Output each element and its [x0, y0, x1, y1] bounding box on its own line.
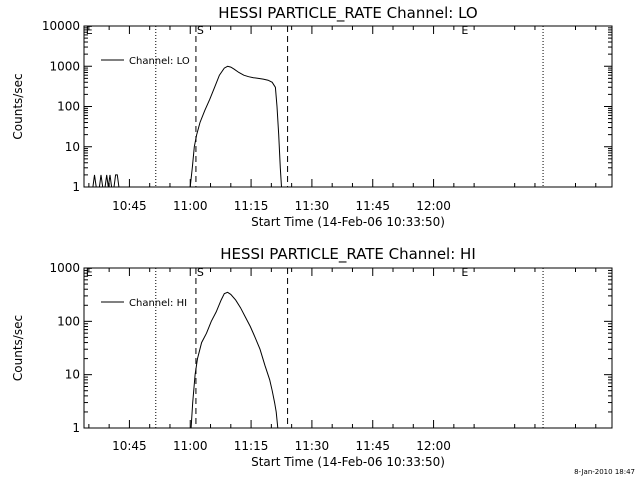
x-tick-label: 11:45 [355, 199, 390, 213]
y-tick-label: 1 [72, 421, 80, 435]
y-tick-label: 10 [65, 368, 80, 382]
chart-title: HESSI PARTICLE_RATE Channel: LO [218, 4, 477, 23]
y-axis-label: Counts/sec [11, 73, 25, 139]
y-tick-label: 100 [57, 314, 80, 328]
panel-hi: HESSI PARTICLE_RATE Channel: HI 1 10 100 100… [11, 245, 613, 469]
x-tick-label: 12:00 [416, 199, 451, 213]
event-marker-label: E [461, 266, 468, 279]
plot-frame [83, 267, 613, 429]
x-tick-label: 11:15 [234, 199, 269, 213]
x-tick-label: 10:45 [112, 439, 147, 453]
y-tick-label: 1000 [49, 261, 80, 275]
series-line [92, 65, 282, 188]
legend-label: Channel: HI [129, 298, 187, 309]
chart-title: HESSI PARTICLE_RATE Channel: HI [220, 245, 476, 264]
x-tick-label: 11:45 [355, 439, 390, 453]
x-tick-label: 10:45 [112, 199, 147, 213]
x-axis-label: Start Time (14-Feb-06 10:33:50) [251, 455, 445, 469]
y-tick-label: 10000 [42, 19, 80, 33]
legend-label: Channel: LO [129, 56, 190, 67]
series-line [190, 291, 279, 429]
y-tick-label: 1 [72, 180, 80, 194]
y-axis-label: Counts/sec [11, 315, 25, 381]
x-tick-label: 12:00 [416, 439, 451, 453]
event-marker-label: S [197, 266, 204, 279]
event-marker-label: E [461, 24, 468, 37]
x-tick-label: 11:15 [234, 439, 269, 453]
y-tick-label: 100 [57, 100, 80, 114]
x-tick-label: 11:00 [173, 439, 208, 453]
x-tick-label: 11:00 [173, 199, 208, 213]
y-tick-label: 1000 [49, 59, 80, 73]
x-tick-label: 11:30 [295, 199, 330, 213]
plot-frame [83, 25, 613, 188]
x-axis-label: Start Time (14-Feb-06 10:33:50) [251, 215, 445, 229]
x-tick-label: 11:30 [295, 439, 330, 453]
event-marker-label: E [86, 266, 93, 279]
y-tick-label: 10 [65, 140, 80, 154]
panel-lo: HESSI PARTICLE_RATE Channel: LO 1 10 100 100… [11, 4, 613, 229]
event-marker-label: E [86, 24, 93, 37]
event-marker-label: S [197, 24, 204, 37]
footer-timestamp: 8-Jan-2010 18:47 [574, 468, 635, 476]
